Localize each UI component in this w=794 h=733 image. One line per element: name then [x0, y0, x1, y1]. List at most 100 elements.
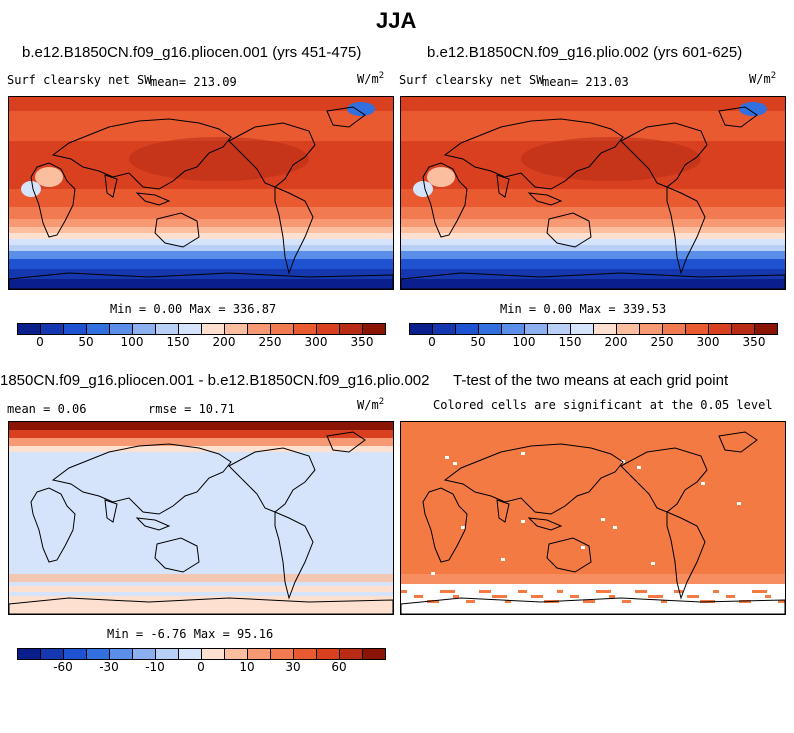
panel-a-colorbar — [17, 323, 386, 335]
figure-title: JJA — [376, 8, 417, 33]
panel-a-band — [9, 233, 393, 239]
coastline — [326, 431, 366, 453]
coastline — [401, 272, 785, 289]
coastline — [154, 537, 200, 573]
colorbar-tick-label: -60 — [53, 660, 73, 674]
panel-d-significant-cell — [440, 590, 455, 593]
coastline — [527, 192, 563, 206]
panel-d-significant-cell — [414, 595, 423, 598]
coastline — [718, 431, 758, 453]
panel-d-significant-area — [401, 422, 785, 574]
panel-b-case-title: b.e12.B1850CN.f09_g16.plio.002 (yrs 601-… — [427, 44, 743, 61]
colorbar-tick-label: 300 — [304, 335, 328, 349]
panel-d-significant-cell — [401, 590, 407, 593]
coastline — [228, 447, 316, 513]
panel-b-band — [401, 121, 785, 141]
panel-b-band — [401, 239, 785, 245]
coastline — [718, 106, 758, 128]
colorbar-tick-label: 10 — [239, 660, 255, 674]
panel-d-insignificant-cell — [581, 546, 585, 549]
panel-d-insignificant-cell — [453, 462, 457, 465]
panel-b-band — [401, 259, 785, 269]
panel-c-colorbar-ticks: -60 -30 -10 0 10 30 60 — [17, 659, 385, 675]
panel-c-colorbar-box — [248, 648, 271, 660]
panel-a-band — [9, 279, 393, 289]
colorbar-tick-label: 60 — [331, 660, 347, 674]
panel-d-map — [400, 421, 786, 615]
panel-d-significant-cell — [531, 595, 543, 598]
panel-c-rmse: rmse = 10.71 — [148, 402, 235, 416]
panel-a-colorbar-box — [110, 323, 133, 335]
colorbar-tick-label: 0 — [197, 660, 205, 674]
coastline — [51, 118, 232, 190]
panel-d-significant-cell — [609, 595, 615, 598]
panel-b-colorbar-box — [502, 323, 525, 335]
panel-c-southern-band — [9, 574, 393, 582]
panel-b-colorbar-box — [686, 323, 709, 335]
panel-d-significant-area — [401, 574, 785, 584]
colorbar-tick-label: -30 — [99, 660, 119, 674]
coastlines — [401, 106, 785, 289]
coastline — [422, 487, 468, 563]
coastlines — [401, 431, 785, 614]
panel-d-insignificant-cell — [701, 482, 705, 485]
panel-a-minmax: Min = 0.00 Max = 336.87 — [110, 302, 277, 316]
panel-c-colorbar-box — [363, 648, 386, 660]
panel-b-band — [401, 251, 785, 259]
panel-b-band — [401, 97, 785, 111]
panel-a-band — [9, 121, 393, 141]
coastline — [274, 511, 314, 600]
coastline — [104, 499, 118, 523]
panel-a-land-patch — [35, 167, 63, 187]
colorbar-tick-label: 300 — [696, 335, 720, 349]
panel-d-significant-cell — [661, 600, 667, 603]
coastline — [496, 174, 510, 198]
panel-d-significant-cell — [765, 595, 771, 598]
panel-b-core — [521, 137, 701, 181]
panel-b-colorbar-box — [433, 323, 456, 335]
panel-d-significant-cell — [427, 600, 439, 603]
panel-a-band — [9, 111, 393, 121]
panel-b-colorbar-box — [571, 323, 594, 335]
colorbar-tick-label: 200 — [212, 335, 236, 349]
panel-a-colorbar-box — [87, 323, 110, 335]
panel-d-significant-cell — [726, 595, 735, 598]
panel-d-subtitle: Colored cells are significant at the 0.0… — [433, 398, 773, 412]
panel-a-mean: mean= 213.09 — [150, 75, 237, 89]
panel-a-colorbar-box — [248, 323, 271, 335]
panel-c-field — [9, 422, 393, 614]
panel-d-insignificant-cell — [461, 526, 465, 529]
panel-c-colorbar — [17, 648, 386, 660]
panel-b-land-patch — [413, 181, 433, 197]
panel-d-significant-cell — [453, 595, 459, 598]
panel-d-significant-cell — [466, 600, 475, 603]
panel-b-band — [401, 111, 785, 121]
panel-d-insignificant-cell — [637, 466, 641, 469]
colorbar-tick-label: 350 — [350, 335, 374, 349]
panel-d-insignificant-cell — [501, 558, 505, 561]
panel-b-land-patch — [427, 167, 455, 187]
panel-c-colorbar-box — [179, 648, 202, 660]
panel-a-colorbar-box — [340, 323, 363, 335]
coastline — [443, 443, 624, 515]
coastline — [104, 174, 118, 198]
panel-b-colorbar-box — [732, 323, 755, 335]
panel-d-insignificant-cell — [651, 562, 655, 565]
panel-b-band — [401, 189, 785, 207]
panel-d-significant-cell — [479, 590, 491, 593]
colorbar-tick-label: 100 — [120, 335, 144, 349]
colorbar-tick-label: 150 — [558, 335, 582, 349]
panel-d-significant-cell — [505, 600, 511, 603]
panel-c-case-title: 1850CN.f09_g16.pliocen.001 - b.e12.B1850… — [0, 372, 430, 389]
panel-c-colorbar-box — [317, 648, 340, 660]
panel-d-significant-cell — [739, 600, 751, 603]
panel-d-field — [401, 422, 785, 614]
panel-b-variable: Surf clearsky net SW — [399, 73, 544, 87]
panel-c-arctic-band — [9, 430, 393, 438]
coastlines — [9, 431, 393, 614]
panel-d-significant-cell — [713, 590, 719, 593]
coastlines — [9, 106, 393, 289]
panel-c-mean: mean = 0.06 — [7, 402, 87, 416]
panel-b-colorbar-box — [525, 323, 548, 335]
coastline — [135, 517, 171, 531]
